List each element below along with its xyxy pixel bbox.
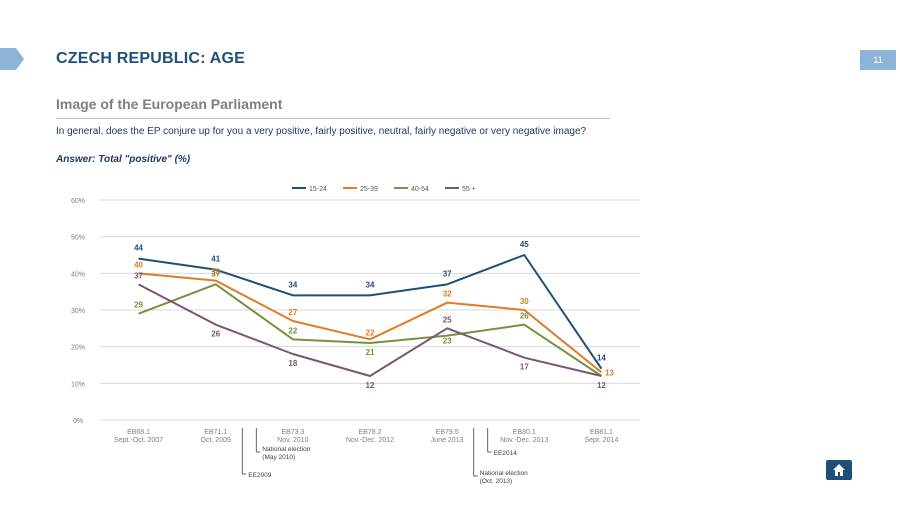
x-tick-sublabel: June 2013 [431,437,464,444]
data-label: 30 [520,297,529,306]
page-number: 11 [860,50,896,70]
x-tick-sublabel: Sept. 2014 [584,437,618,444]
page-subtitle: Image of the European Parliament [56,96,283,112]
x-tick-label: EB79.5 [436,429,459,436]
data-label: 26 [211,330,220,339]
x-tick-sublabel: Oct. 2009 [201,437,231,444]
data-label: 12 [366,381,375,390]
data-label: 37 [443,269,452,278]
left-tab-arrow-icon [0,48,24,70]
data-label: 17 [520,363,529,372]
data-label: 13 [605,368,614,377]
legend-entry: 40-54 [411,186,429,193]
annotation-label: National election [480,470,528,477]
series-line-40-54 [138,283,602,377]
y-tick-label: 10% [71,381,85,388]
home-icon [833,464,845,476]
y-tick-label: 60% [71,198,85,205]
data-label: 14 [597,354,606,363]
data-label: 38 [211,268,220,277]
survey-question: In general, does the EP conjure up for y… [56,126,587,137]
x-tick-sublabel: Nov.-Dec. 2013 [500,437,548,444]
x-tick-label: EB78.2 [359,429,382,436]
data-label: 22 [366,328,375,337]
data-label: 23 [443,337,452,346]
annotation-label: EE2009 [248,472,272,479]
data-label: 45 [520,240,529,249]
series-line-15-24 [138,254,603,370]
data-label: 32 [443,290,452,299]
home-button[interactable] [826,460,852,480]
legend-entry: 15-24 [309,186,327,193]
y-tick-label: 40% [71,271,85,278]
data-label: 40 [134,260,143,269]
data-label: 37 [211,269,220,278]
data-label: 12 [597,381,606,390]
annotation-label: EE2014 [494,450,518,457]
data-label: 34 [366,280,375,289]
y-tick-label: 0% [73,418,83,425]
data-label: 26 [520,312,529,321]
x-tick-label: EB71.1 [204,429,227,436]
data-label: 18 [288,359,297,368]
data-label: 29 [134,301,143,310]
annotation-label: (May 2010) [262,454,295,461]
x-tick-sublabel: Nov.-Dec. 2012 [346,437,394,444]
answer-label: Answer: Total "positive" (%) [56,154,191,165]
data-label: 21 [366,348,375,357]
y-tick-label: 30% [71,308,85,315]
x-tick-sublabel: Sept.-Oct. 2007 [114,437,163,444]
page-title: CZECH REPUBLIC: AGE [56,50,245,67]
data-label: 22 [288,326,297,335]
annotation-label: (Oct. 2013) [480,478,513,485]
data-label: 41 [211,255,220,264]
x-tick-label: EB81.1 [590,429,613,436]
x-tick-label: EB73.3 [281,429,304,436]
x-tick-label: EB68.1 [127,429,150,436]
x-tick-label: EB80.1 [513,429,536,436]
annotation-label: National election [262,446,310,453]
y-tick-label: 50% [71,235,85,242]
data-label: 34 [288,280,297,289]
series-line-55 [138,283,602,377]
data-label: 27 [288,308,297,317]
subtitle-divider [56,118,610,119]
legend-entry: 25-39 [360,186,378,193]
series-line-25-39 [138,272,603,374]
data-label: 44 [134,244,143,253]
x-tick-sublabel: Nov. 2010 [277,437,308,444]
legend-entry: 55 + [462,186,476,193]
y-tick-label: 20% [71,345,85,352]
data-label: 25 [443,315,452,324]
data-label: 37 [134,271,143,280]
